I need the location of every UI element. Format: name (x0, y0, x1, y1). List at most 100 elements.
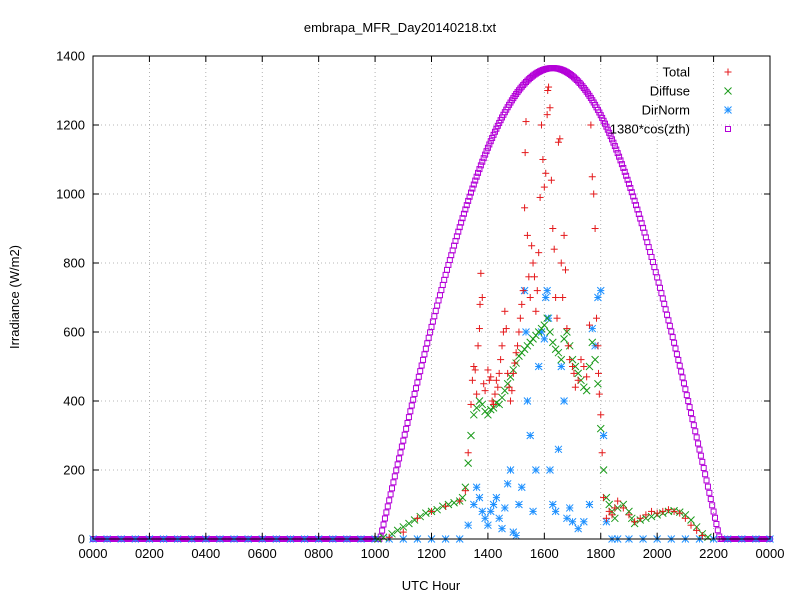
cos-zth-point (661, 300, 668, 307)
cos-zth-point (386, 497, 393, 504)
total-point (559, 294, 567, 301)
total-point (583, 373, 591, 381)
total-point (595, 390, 603, 398)
cos-zth-point (679, 374, 686, 381)
total-point (611, 504, 619, 512)
cos-zth-point (410, 396, 417, 403)
cos-zth-point (613, 146, 620, 153)
dirnorm-point (574, 524, 583, 533)
cos-zth-point (704, 483, 711, 490)
cos-zth-point (442, 271, 449, 278)
total-point (670, 507, 678, 515)
cos-zth-point (656, 284, 663, 291)
total-point (570, 369, 578, 377)
total-point (560, 231, 568, 239)
total-point (698, 532, 706, 540)
cos-zth-point (628, 189, 635, 196)
cos-zth-point (609, 136, 616, 143)
cos-zth-point (616, 153, 623, 160)
dirnorm-point (596, 286, 605, 295)
cos-zth-point (699, 458, 706, 465)
cos-zth-point (480, 155, 487, 162)
cos-zth-point (405, 414, 412, 421)
cos-zth-point (398, 443, 405, 450)
diffuse-point (495, 400, 504, 409)
cos-zth-point (634, 206, 641, 213)
y-tick-label: 0 (78, 532, 85, 547)
total-point (478, 294, 486, 301)
cos-zth-point (696, 446, 703, 453)
cos-zth-point (633, 202, 640, 209)
cos-zth-point (408, 402, 415, 409)
cos-zth-point (482, 151, 489, 158)
total-point (614, 497, 622, 505)
x-tick-label: 0000 (79, 546, 108, 561)
diffuse-point (469, 410, 478, 419)
dirnorm-point (500, 504, 509, 512)
cos-zth-point (624, 176, 631, 183)
cos-zth-point (435, 297, 442, 304)
diffuse-point (596, 424, 605, 433)
legend-label: Diffuse (650, 84, 690, 99)
cos-zth-point (458, 219, 465, 226)
cos-zth-point (465, 197, 472, 204)
cos-zth-point (644, 239, 651, 246)
diffuse-point (433, 505, 441, 514)
diffuse-point (472, 404, 481, 412)
diffuse-point (588, 338, 597, 347)
diffuse-point (399, 523, 408, 531)
y-tick-label: 800 (63, 256, 85, 271)
cos-zth-point (463, 202, 470, 209)
total-point (538, 121, 546, 129)
cos-zth-point (706, 489, 713, 496)
cos-zth-point (700, 465, 707, 472)
cos-zth-point (414, 379, 421, 386)
total-point (564, 342, 572, 350)
cos-zth-point (490, 131, 497, 138)
total-point (593, 314, 601, 322)
total-point (497, 356, 505, 364)
cos-zth-point (618, 161, 625, 168)
x-tick-label: 2000 (643, 546, 672, 561)
cos-zth-point (439, 281, 446, 288)
x-tick-label: 0600 (248, 546, 277, 561)
total-point (488, 397, 496, 405)
cos-zth-point (658, 290, 665, 297)
cos-zth-point (689, 416, 696, 423)
cos-zth-point (436, 292, 443, 299)
total-point (518, 300, 526, 308)
total-point (490, 400, 498, 408)
total-point (536, 193, 544, 201)
cos-zth-point (445, 261, 452, 268)
cos-zth-point (460, 210, 467, 217)
cos-zth-point (672, 345, 679, 352)
cos-zth-point (441, 276, 448, 283)
dirnorm-point (599, 431, 608, 440)
axis-ticks: 0000 0200 0400 0600 0800 1000 1200 1400 1600 1800… (56, 49, 784, 562)
total-point (529, 259, 537, 267)
total-point (600, 494, 608, 502)
total-point (511, 359, 519, 367)
diffuse-point (585, 362, 594, 371)
total-point (545, 83, 553, 91)
diffuse-point (574, 369, 583, 378)
cos-zth-point (659, 295, 666, 302)
diffuse-point (422, 509, 430, 517)
dirnorm-point (544, 314, 553, 323)
cos-zth-point (483, 148, 490, 155)
total-point (522, 118, 530, 126)
diffuse-point (605, 500, 614, 509)
x-tick-label: 1600 (530, 546, 559, 561)
total-point (602, 514, 610, 522)
cos-zth-point (671, 339, 678, 346)
x-tick-label: 2200 (699, 546, 728, 561)
dirnorm-point (568, 517, 577, 526)
cos-zth-point (421, 351, 428, 358)
dirnorm-point (585, 500, 594, 509)
total-point (574, 376, 582, 384)
total-point (521, 204, 529, 212)
dirnorm-point (534, 362, 543, 371)
total-point (468, 376, 476, 384)
dirnorm-point (523, 397, 532, 405)
